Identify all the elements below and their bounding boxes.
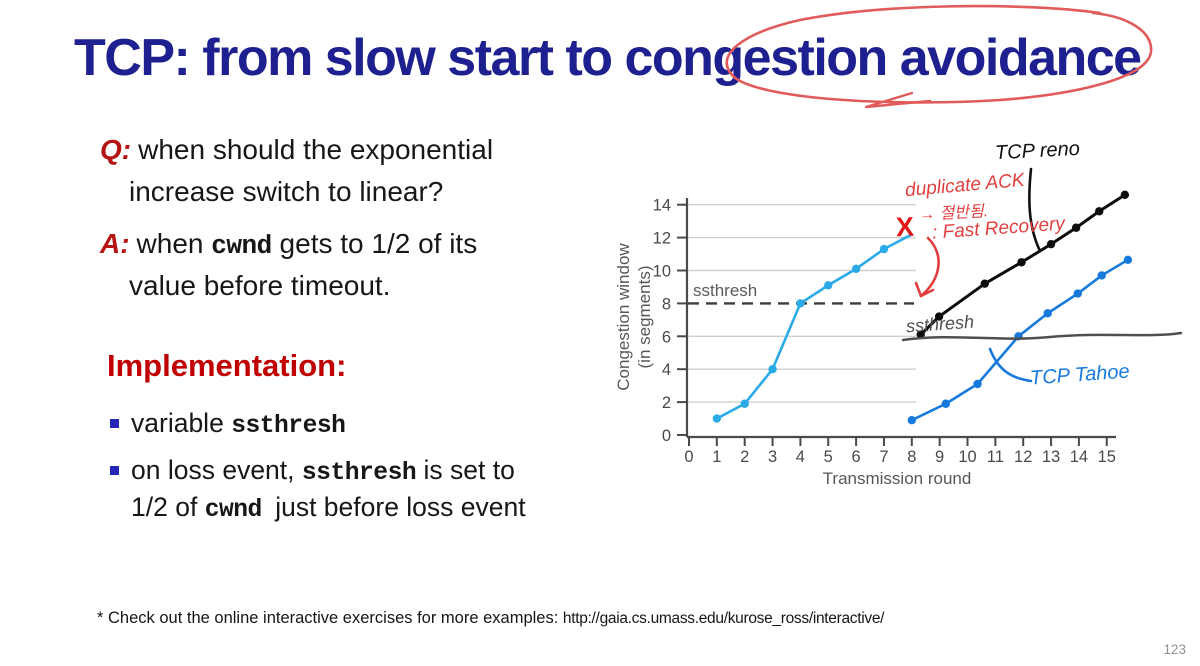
svg-text:13: 13 — [1042, 448, 1060, 466]
title-circle-tail — [864, 91, 932, 109]
tcp-tahoe-annotation: TCP Tahoe — [1029, 360, 1131, 390]
svg-text:12: 12 — [653, 230, 671, 248]
svg-text:14: 14 — [1070, 448, 1088, 466]
svg-text:3: 3 — [768, 448, 777, 466]
question-line2: increase switch to linear? — [129, 176, 444, 207]
loss-arrow — [919, 236, 940, 298]
tahoe-pointer — [988, 347, 1033, 383]
bullet-item-2: on loss event, ssthresh is set to — [110, 455, 515, 487]
q-label: Q: — [100, 134, 132, 165]
implementation-heading: Implementation: — [107, 348, 347, 383]
answer-line2: value before timeout. — [129, 270, 391, 301]
ssthresh-code: ssthresh — [231, 412, 346, 440]
cwnd-code: cwnd — [204, 496, 263, 524]
svg-text:8: 8 — [907, 448, 916, 466]
svg-text:15: 15 — [1098, 448, 1116, 466]
svg-text:5: 5 — [824, 448, 833, 466]
question-line1: Q: when should the exponential — [100, 134, 494, 165]
loss-arrow-head — [914, 281, 935, 298]
svg-text:10: 10 — [653, 263, 671, 281]
bullet-icon — [110, 419, 119, 428]
footer-note: * Check out the online interactive exerc… — [97, 609, 885, 627]
reno-pointer — [1028, 167, 1042, 253]
tcp-reno-annotation: TCP reno — [994, 137, 1081, 165]
svg-text:10: 10 — [958, 448, 976, 466]
svg-text:14: 14 — [653, 197, 671, 215]
svg-text:8: 8 — [662, 295, 671, 313]
bullet-item-2-line2: 1/2 of cwnd just before loss event — [131, 492, 526, 524]
svg-text:7: 7 — [879, 448, 888, 466]
answer-line1: A: when cwnd gets to 1/2 of its — [100, 228, 478, 261]
y-axis-title: Congestion window (in segments) — [614, 243, 654, 391]
svg-text:12: 12 — [1014, 448, 1032, 466]
svg-text:4: 4 — [796, 448, 805, 466]
cwnd-code: cwnd — [211, 231, 272, 261]
svg-text:0: 0 — [662, 427, 671, 445]
bullet-item-1: variable ssthresh — [110, 408, 346, 440]
svg-text:6: 6 — [852, 448, 861, 466]
footer-url: http://gaia.cs.umass.edu/kurose_ross/int… — [562, 610, 885, 627]
page-number: 123 — [1163, 642, 1186, 657]
a-label: A: — [100, 228, 130, 259]
ssthresh-code: ssthresh — [301, 459, 417, 487]
duplicate-ack-annotation: duplicate ACK — [904, 169, 1026, 202]
svg-text:2: 2 — [662, 394, 671, 412]
svg-text:0: 0 — [684, 448, 693, 466]
svg-text:6: 6 — [662, 328, 671, 346]
svg-text:9: 9 — [935, 448, 944, 466]
ssthresh-label: ssthresh — [693, 281, 758, 300]
svg-text:11: 11 — [987, 448, 1004, 466]
loss-x-annotation: X — [895, 211, 915, 243]
x-axis-title: Transmission round — [822, 469, 972, 488]
svg-text:2: 2 — [740, 448, 749, 466]
page-title: TCP: from slow start to congestion avoid… — [74, 29, 1142, 87]
bullet-icon — [110, 466, 119, 475]
ssthresh-handwritten-annotation: ssthresh — [905, 311, 975, 337]
svg-text:1: 1 — [712, 448, 721, 466]
svg-text:4: 4 — [662, 361, 671, 379]
